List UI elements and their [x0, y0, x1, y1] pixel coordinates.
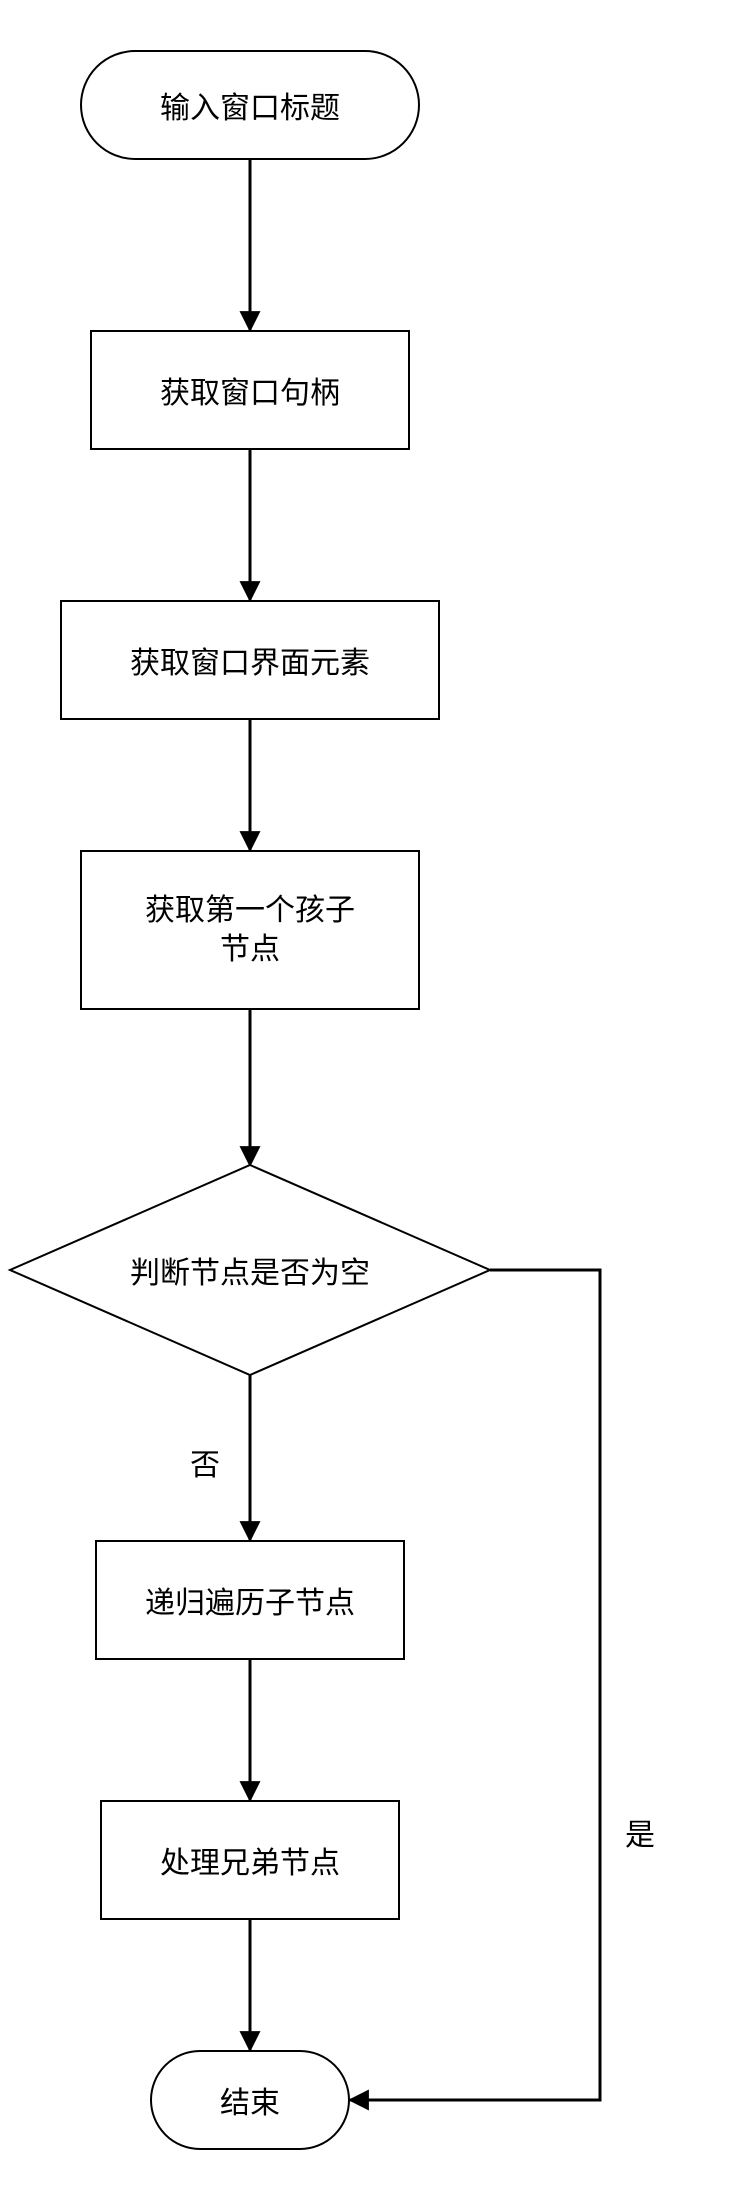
node-start-label: 输入窗口标题: [160, 83, 340, 127]
node-start: 输入窗口标题: [80, 50, 420, 160]
node-siblings-label: 处理兄弟节点: [160, 1838, 340, 1882]
node-get-ui-elements-label: 获取窗口界面元素: [130, 638, 370, 682]
node-get-handle: 获取窗口句柄: [90, 330, 410, 450]
node-recurse-children: 递归遍历子节点: [95, 1540, 405, 1660]
node-end: 结束: [150, 2050, 350, 2150]
node-decision-text: 判断节点是否为空: [10, 1165, 490, 1375]
edge-label-yes: 是: [625, 1810, 655, 1854]
flowchart-canvas: 输入窗口标题 获取窗口句柄 获取窗口界面元素 获取第一个孩子 节点 判断节点是否…: [0, 0, 750, 2195]
node-get-handle-label: 获取窗口句柄: [160, 368, 340, 412]
node-process-siblings: 处理兄弟节点: [100, 1800, 400, 1920]
edge-label-no: 否: [190, 1440, 220, 1484]
node-end-label: 结束: [220, 2078, 280, 2122]
node-decision-label: 判断节点是否为空: [130, 1248, 370, 1292]
node-get-first-child-label: 获取第一个孩子 节点: [145, 891, 355, 969]
node-get-first-child: 获取第一个孩子 节点: [80, 850, 420, 1010]
node-get-ui-elements: 获取窗口界面元素: [60, 600, 440, 720]
node-recurse-label: 递归遍历子节点: [145, 1578, 355, 1622]
